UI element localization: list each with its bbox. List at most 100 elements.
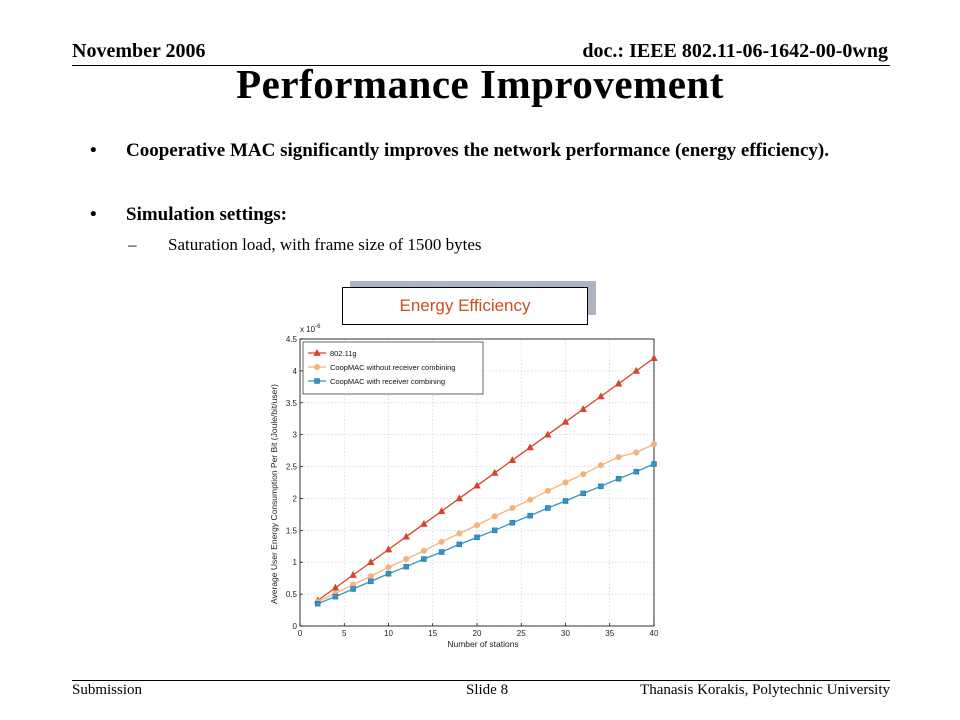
slide-title: Performance Improvement — [236, 61, 724, 107]
data-point-triangle — [508, 456, 517, 464]
legend-label: CoopMAC with receiver combining — [330, 377, 445, 386]
data-point-square — [314, 378, 320, 384]
y-tick-label: 1.5 — [286, 526, 298, 535]
y-tick-label: 3.5 — [286, 399, 298, 408]
plot-frame — [299, 338, 655, 627]
y-tick-label: 0.5 — [286, 590, 298, 599]
data-point-triangle — [420, 519, 428, 527]
legend-label: CoopMAC without receiver combining — [330, 363, 455, 372]
data-point-square — [438, 549, 445, 555]
x-tick-label: 25 — [517, 629, 526, 638]
data-point-square — [598, 483, 604, 490]
x-tick-label: 40 — [650, 629, 659, 638]
data-point-circle — [562, 479, 569, 486]
x-tick-label: 0 — [298, 629, 303, 638]
data-point-triangle — [490, 468, 499, 476]
data-point-triangle — [349, 570, 357, 578]
data-point-triangle — [331, 583, 340, 591]
data-point-triangle — [543, 430, 552, 438]
data-point-square — [491, 527, 498, 534]
data-point-square — [651, 461, 657, 467]
y-tick-label: 4.5 — [286, 335, 298, 344]
data-point-circle — [527, 496, 534, 503]
axis-layer: 0 5 10 15 20 25 30 35 40 0 0.5 1 1.5 2 2.5 3 3.5 4 4.5 — [286, 335, 659, 638]
data-point-circle — [597, 462, 604, 469]
header-divider — [72, 65, 890, 66]
footer-divider — [72, 680, 890, 681]
data-point-square — [474, 534, 480, 541]
footer-slide-number: Slide 8 — [466, 682, 509, 698]
data-point-circle — [615, 453, 622, 461]
bullet-1-text: Cooperative MAC significantly improves t… — [126, 140, 829, 161]
y-axis-label: Average User Energy Consumption Per Bit … — [270, 384, 279, 604]
data-point-circle — [491, 513, 498, 520]
series-line-2 — [317, 443, 655, 603]
x-tick-label: 15 — [428, 629, 437, 638]
data-point-triangle — [579, 405, 588, 413]
data-point-square — [368, 578, 374, 585]
data-point-triangle — [384, 545, 393, 553]
data-point-triangle — [597, 392, 605, 400]
data-point-triangle — [561, 417, 570, 425]
x-tick-label: 20 — [473, 629, 482, 638]
data-point-circle — [367, 573, 374, 580]
series-layer — [313, 354, 658, 607]
header-date: November 2006 — [72, 40, 206, 62]
data-point-circle — [580, 471, 587, 478]
y-tick-label: 2 — [293, 494, 298, 503]
dash-icon: – — [128, 235, 137, 254]
legend: 802.11g CoopMAC without receiver combinin… — [302, 341, 484, 395]
footer-submission: Submission — [72, 682, 143, 698]
data-point-square — [633, 468, 640, 475]
header-doc-id: doc.: IEEE 802.11-06-1642-00-0wng — [582, 40, 888, 62]
data-point-square — [509, 519, 516, 526]
energy-chart: 0 5 10 15 20 25 30 35 40 0 0.5 1 1.5 2 2.5 3 3.5 4 4.5 802… — [269, 324, 659, 649]
x-axis-label: Number of stations — [447, 639, 518, 649]
data-point-square — [385, 570, 392, 577]
energy-efficiency-label: Energy Efficiency — [342, 287, 588, 325]
data-point-triangle — [402, 532, 411, 540]
x-tick-label: 35 — [605, 629, 614, 638]
y-tick-label: 1 — [293, 558, 298, 567]
x-tick-label: 5 — [342, 629, 347, 638]
data-point-circle — [633, 449, 640, 456]
data-point-circle — [438, 538, 445, 545]
legend-label: 802.11g — [330, 349, 357, 358]
data-point-circle — [544, 487, 551, 494]
data-point-triangle — [650, 354, 658, 361]
data-point-circle — [313, 363, 321, 371]
data-point-square — [403, 563, 409, 570]
x-tick-label: 30 — [561, 629, 570, 638]
data-point-triangle — [614, 379, 623, 387]
data-point-triangle — [437, 507, 446, 515]
y-tick-label: 2.5 — [286, 463, 298, 472]
data-point-triangle — [366, 558, 375, 566]
y-tick-label: 4 — [293, 367, 298, 376]
data-point-square — [421, 556, 427, 562]
data-point-square — [314, 600, 321, 607]
data-point-circle — [403, 555, 410, 563]
y-tick-label: 0 — [293, 622, 298, 631]
legend-box — [302, 341, 484, 395]
data-point-square — [332, 593, 339, 600]
sub-bullet-text: Saturation load, with frame size of 1500… — [168, 235, 482, 254]
data-point-square — [456, 541, 463, 548]
data-point-circle — [473, 522, 481, 529]
series-line-3 — [317, 463, 655, 605]
bullet-dot-icon: • — [90, 140, 97, 161]
data-point-triangle — [526, 443, 534, 451]
data-point-circle — [650, 441, 658, 448]
data-point-triangle — [455, 494, 464, 502]
data-point-square — [562, 498, 569, 504]
data-point-square — [615, 475, 622, 482]
y-tick-label: 3 — [293, 431, 298, 440]
data-point-triangle — [313, 348, 321, 356]
data-point-circle — [385, 564, 392, 571]
data-point-square — [580, 490, 586, 497]
chart-container: 0 5 10 15 20 25 30 35 40 0 0.5 1 1.5 2 2.5 3 3.5 4 4.5 802… — [269, 322, 670, 652]
bullet-dot-icon: • — [90, 204, 97, 225]
data-point-triangle — [473, 481, 481, 489]
data-point-square — [350, 586, 356, 592]
data-point-triangle — [632, 366, 641, 374]
y-multiplier-label: x 10-6 — [300, 324, 321, 334]
